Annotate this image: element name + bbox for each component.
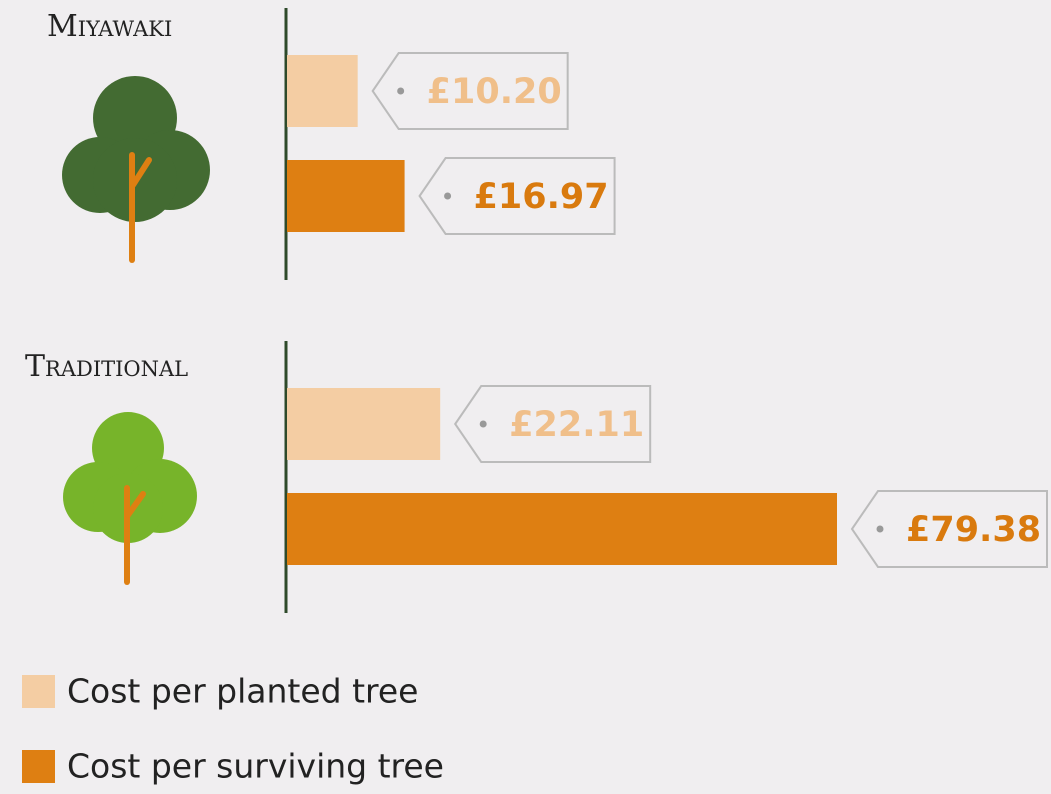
value-label: £10.20 [427, 72, 562, 112]
value-tag [418, 157, 616, 235]
legend-swatch [22, 675, 55, 708]
value-label: £16.97 [474, 177, 609, 217]
bar [287, 493, 837, 565]
bar [287, 388, 441, 460]
value-tag [453, 385, 652, 463]
value-tag [371, 52, 569, 130]
bar [287, 160, 405, 232]
bar [287, 55, 358, 127]
legend-label: Cost per surviving tree [67, 747, 444, 786]
legend-label: Cost per planted tree [67, 672, 418, 711]
value-tag [850, 490, 1048, 568]
tag-hole [397, 87, 405, 95]
category-label: Traditional [25, 349, 188, 384]
category-label: Miyawaki [47, 9, 172, 44]
tag-hole [479, 420, 487, 428]
tree-icon-traditional [63, 412, 197, 585]
tag-hole [444, 192, 452, 200]
tree-icon-miyawaki [62, 76, 210, 263]
value-label: £79.38 [906, 510, 1041, 550]
tag-hole [876, 525, 884, 533]
value-label: £22.11 [509, 405, 644, 445]
legend-swatch [22, 750, 55, 783]
